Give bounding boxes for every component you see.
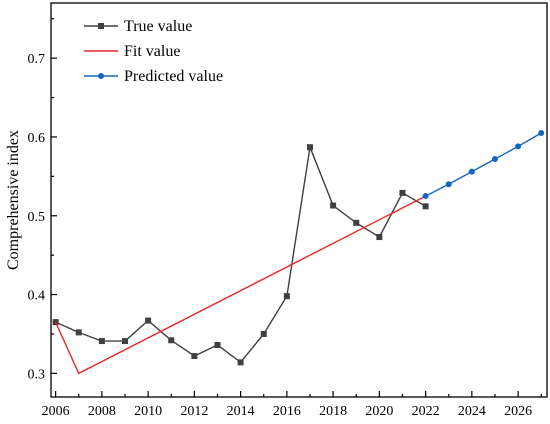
x-tick-label: 2024 xyxy=(458,404,486,419)
true-value-point xyxy=(168,337,175,344)
true-value-point xyxy=(306,144,313,151)
y-tick-label: 0.7 xyxy=(28,52,46,67)
predicted-value-point xyxy=(538,130,545,137)
true-value-point xyxy=(75,329,82,336)
x-tick-label: 2016 xyxy=(273,404,301,419)
legend: True value Fit value Predicted value xyxy=(84,18,223,85)
plot-area xyxy=(52,130,545,375)
predicted-value-point xyxy=(445,181,452,188)
y-tick-label: 0.6 xyxy=(28,131,46,146)
true-value-point xyxy=(237,359,244,366)
true-value-point xyxy=(98,338,105,345)
axes xyxy=(50,2,548,398)
true-value-point xyxy=(121,338,128,345)
true-value-point xyxy=(191,353,198,360)
true-value-line xyxy=(55,144,426,364)
fit-value-line xyxy=(54,195,426,375)
true-value-point xyxy=(214,341,221,348)
y-axis-title: Comprehensive index xyxy=(5,130,22,270)
true-value-point xyxy=(283,293,290,300)
true-value-point xyxy=(422,203,429,210)
true-value-point xyxy=(330,202,337,209)
y-axis-ticks: 0.3 0.4 0.5 0.6 0.7 xyxy=(28,18,57,382)
predicted-value-point xyxy=(422,193,429,200)
x-tick-label: 2008 xyxy=(88,404,116,419)
y-tick-label: 0.3 xyxy=(28,367,46,382)
legend-true-value-marker xyxy=(98,23,104,29)
predicted-value-point xyxy=(491,156,498,163)
true-value-point xyxy=(145,317,152,324)
predicted-value-point xyxy=(468,168,475,175)
x-tick-label: 2006 xyxy=(42,404,70,419)
x-tick-label: 2010 xyxy=(134,404,162,419)
true-value-point xyxy=(399,189,406,196)
y-tick-label: 0.5 xyxy=(28,210,46,225)
plot-frame xyxy=(50,2,548,398)
legend-predicted-value-marker xyxy=(98,73,104,79)
legend-predicted-value-label: Predicted value xyxy=(124,68,223,85)
x-axis-ticks: 2006 2008 2010 2012 2014 2016 2018 2020 2022 2024… xyxy=(42,391,542,419)
true-value-point xyxy=(353,219,360,226)
true-value-point xyxy=(260,330,267,337)
x-tick-label: 2012 xyxy=(180,404,208,419)
x-tick-label: 2022 xyxy=(412,404,440,419)
x-tick-label: 2020 xyxy=(365,404,393,419)
predicted-value-point xyxy=(515,143,522,150)
y-tick-label: 0.4 xyxy=(28,289,46,304)
x-tick-label: 2026 xyxy=(504,404,532,419)
predicted-value-line xyxy=(425,132,542,197)
x-tick-label: 2018 xyxy=(319,404,347,419)
legend-true-value-label: True value xyxy=(124,18,192,35)
true-value-point xyxy=(376,234,383,241)
x-tick-label: 2014 xyxy=(227,404,255,419)
legend-fit-value-label: Fit value xyxy=(124,43,180,60)
